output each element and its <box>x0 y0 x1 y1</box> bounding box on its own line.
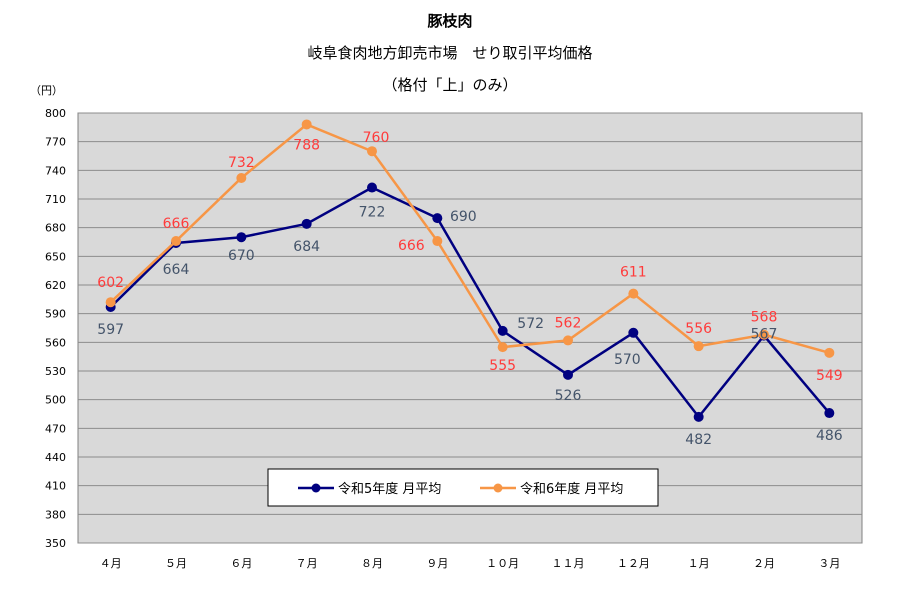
data-point <box>693 341 704 352</box>
y-tick-label: 410 <box>45 480 66 493</box>
data-point <box>824 347 835 358</box>
chart-title: 豚枝肉 <box>427 12 473 30</box>
x-tick-label: ４月 <box>100 557 122 570</box>
y-tick-label: 650 <box>45 250 66 263</box>
data-labels-layer: 597 664 670 684 722 690 572 526 570 482 567 486 602 6… <box>97 130 842 448</box>
y-tick-label: 800 <box>45 107 66 120</box>
data-label: 486 <box>816 428 843 444</box>
chart-subtitle-grade: （格付「上」のみ） <box>382 76 518 94</box>
x-tick-label: ２月 <box>753 557 775 570</box>
data-label: 760 <box>363 130 390 146</box>
data-point <box>432 236 443 247</box>
data-point <box>563 369 573 380</box>
data-label: 666 <box>398 238 425 254</box>
data-label: 611 <box>620 265 647 281</box>
y-tick-label: 470 <box>45 422 66 435</box>
y-tick-label: 440 <box>45 451 66 464</box>
data-point <box>367 182 377 193</box>
data-point <box>628 327 639 338</box>
data-label: 572 <box>517 316 544 332</box>
y-tick-label: 770 <box>45 136 66 149</box>
x-tick-label: １０月 <box>486 557 519 570</box>
data-label: 690 <box>450 209 477 225</box>
data-point <box>497 342 508 353</box>
grid-lines <box>78 112 862 544</box>
legend-label: 令和6年度 月平均 <box>520 481 623 497</box>
legend: 令和5年度 月平均 令和6年度 月平均 <box>267 468 659 507</box>
legend-swatch-marker <box>311 483 321 493</box>
y-axis-unit-label: （円） <box>30 84 63 97</box>
data-point <box>236 232 247 243</box>
y-tick-label: 620 <box>45 279 66 292</box>
data-label: 664 <box>163 262 190 278</box>
data-label: 722 <box>359 205 386 221</box>
x-tick-label: ５月 <box>165 557 187 570</box>
y-tick-label: 680 <box>45 222 66 235</box>
data-point <box>301 119 312 130</box>
x-tick-label: ８月 <box>361 557 383 570</box>
data-point <box>497 325 508 336</box>
data-label: 556 <box>685 321 712 337</box>
data-label: 568 <box>751 310 778 326</box>
y-tick-label: 740 <box>45 164 66 177</box>
data-label: 562 <box>555 315 582 331</box>
x-tick-label: １月 <box>688 557 710 570</box>
x-tick-label: ６月 <box>230 557 252 570</box>
data-point <box>432 213 443 224</box>
data-label: 567 <box>751 327 778 343</box>
data-label: 684 <box>293 239 320 255</box>
x-axis-ticks: ４月 ５月 ６月 ７月 ８月 ９月 １０月 １１月 １２月 １月 ２月 ３月 <box>100 557 841 570</box>
series-line <box>109 123 830 355</box>
data-point <box>563 335 573 346</box>
chart-subtitle: 岐阜食肉地方卸売市場 せり取引平均価格 <box>307 44 593 62</box>
y-tick-label: 530 <box>45 365 66 378</box>
data-label: 788 <box>293 137 320 153</box>
data-point <box>628 288 639 299</box>
data-label: 482 <box>685 432 712 448</box>
y-tick-label: 380 <box>45 508 66 521</box>
data-label: 602 <box>97 275 124 291</box>
data-label: 732 <box>228 155 255 171</box>
x-tick-label: ３月 <box>818 557 840 570</box>
y-tick-label: 710 <box>45 193 66 206</box>
legend-label: 令和5年度 月平均 <box>338 481 441 497</box>
data-label: 666 <box>163 216 190 232</box>
data-label: 570 <box>614 352 641 368</box>
data-point <box>824 408 835 419</box>
x-tick-label: ７月 <box>296 557 318 570</box>
x-tick-label: １２月 <box>617 557 650 570</box>
y-tick-label: 500 <box>45 394 66 407</box>
data-point <box>693 411 704 422</box>
data-point <box>301 218 312 229</box>
data-point <box>236 172 247 183</box>
series-layer <box>105 119 835 422</box>
y-tick-label: 560 <box>45 336 66 349</box>
y-tick-label: 590 <box>45 308 66 321</box>
series-line <box>109 186 831 419</box>
data-point <box>367 146 377 157</box>
y-tick-label: 350 <box>45 537 66 550</box>
data-point <box>105 297 116 308</box>
data-label: 526 <box>555 388 582 404</box>
data-label: 597 <box>97 322 124 338</box>
y-axis-ticks: 350 380 410 440 470 500 530 560 590 620 650 680 710 7… <box>45 107 66 550</box>
x-tick-label: ９月 <box>426 557 448 570</box>
data-label: 555 <box>489 358 516 374</box>
data-label: 670 <box>228 248 255 264</box>
legend-swatch-marker <box>493 483 503 493</box>
data-label: 549 <box>816 368 843 384</box>
x-tick-label: １１月 <box>552 557 585 570</box>
legend-box <box>267 468 659 507</box>
data-point <box>759 329 769 340</box>
data-point <box>171 236 181 247</box>
